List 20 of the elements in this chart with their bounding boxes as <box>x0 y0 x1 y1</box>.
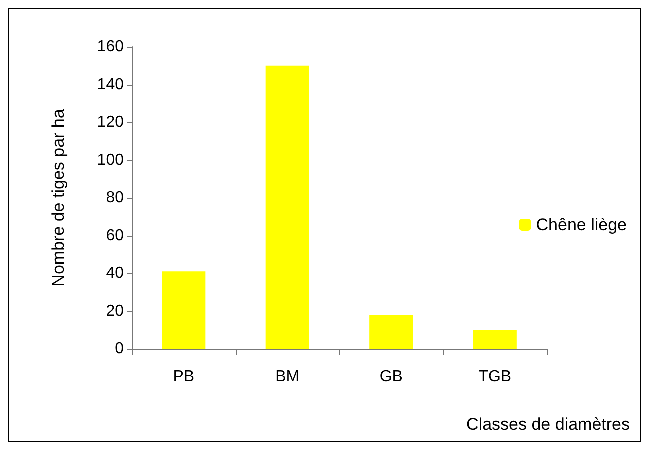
x-tick-label: PB <box>173 368 195 386</box>
y-tick-label: 0 <box>115 340 124 358</box>
y-tick-label: 80 <box>106 190 124 206</box>
bar <box>370 315 414 349</box>
y-tick-label: 160 <box>97 38 124 56</box>
bar <box>473 330 517 349</box>
y-tick-label: 20 <box>106 302 124 320</box>
x-tick-label: BM <box>276 368 300 386</box>
y-tick-label: 40 <box>106 265 124 282</box>
legend-label: Chêne liège <box>536 216 628 234</box>
y-tick-label: 100 <box>97 152 124 169</box>
bar <box>266 66 310 349</box>
bar <box>162 272 206 349</box>
x-tick-label: TGB <box>478 368 512 386</box>
y-tick-label: 140 <box>97 76 124 94</box>
y-tick-label: 120 <box>97 114 124 131</box>
y-tick-label: 60 <box>106 227 124 244</box>
x-tick-label: GB <box>380 368 403 386</box>
y-axis-title: Nombre de tiges par ha <box>49 108 68 287</box>
x-axis-title: Classes de diamètres <box>466 415 630 434</box>
